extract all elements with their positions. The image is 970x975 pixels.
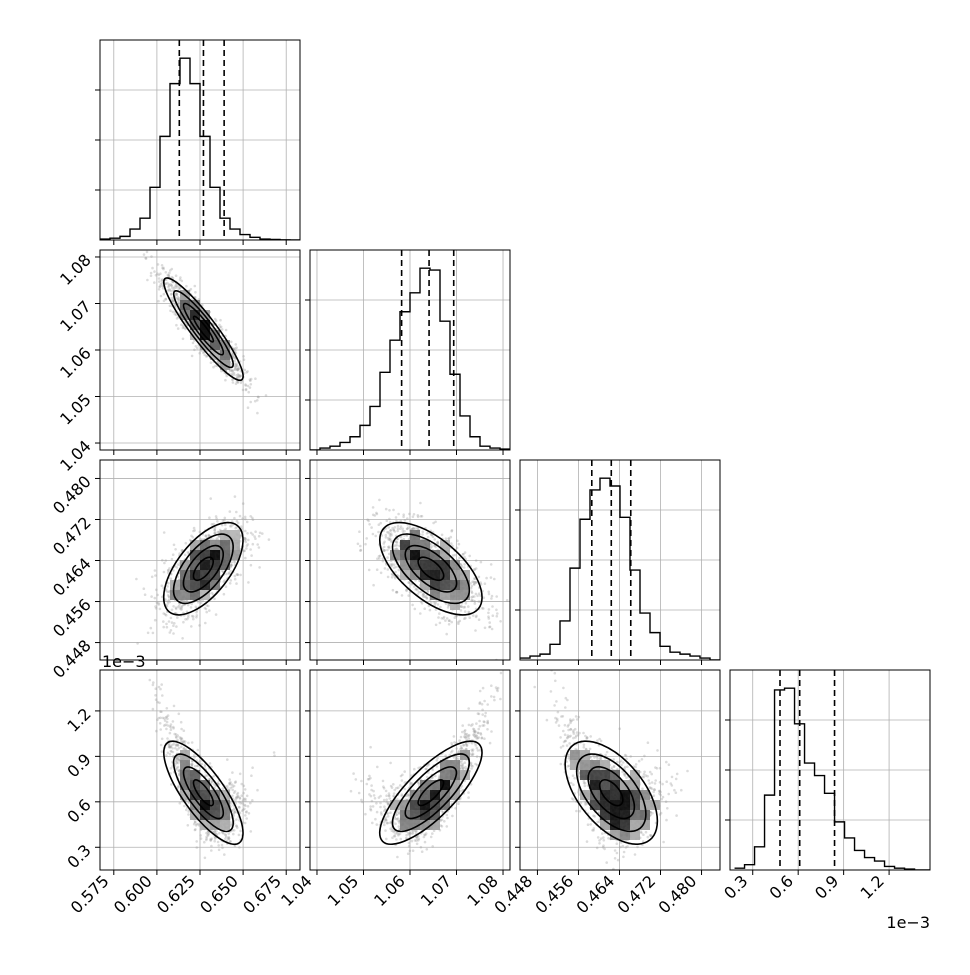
hist-panel-3: 0.3 0.6 0.9 1.2 — [720, 670, 934, 903]
panel-3-2-xtick-label-2: 0.464 — [572, 871, 618, 917]
histogram-2 — [520, 478, 720, 660]
hist-panel-1-plot-area — [310, 250, 510, 450]
panel-2-0-ytick-label-4: 0.480 — [49, 472, 95, 518]
scatter-panel-3-0-plot-area — [100, 637, 300, 871]
scatter-panel-1-0: 1.04 1.05 1.06 1.07 1.08 — [56, 234, 300, 475]
hist-panel-0-plot-area — [100, 40, 300, 240]
panel-1-0-ytick-label-1: 1.05 — [56, 390, 95, 429]
panel-3-0-xtick-label-2: 0.625 — [153, 871, 199, 917]
panel-1-0-ytick-label-3: 1.07 — [56, 297, 95, 336]
contour-1-0-3 — [155, 271, 252, 387]
panel-3-0-ytick-label-0: 0.3 — [63, 841, 94, 872]
hist-3-xtick-label-3: 1.2 — [856, 871, 887, 902]
panel-3-1-xtick-label-3: 1.07 — [417, 871, 456, 910]
scatter-panel-3-1-plot-area — [310, 616, 517, 871]
panel-3-1-xtick-label-1: 1.05 — [324, 871, 363, 910]
panel-2-0-ytick-label-2: 0.464 — [49, 554, 95, 600]
x-offset-label: 1e−3 — [886, 913, 930, 932]
contour-3-1-3 — [366, 727, 497, 858]
panel-3-0-xtick-label-3: 0.650 — [196, 871, 242, 917]
scatter-panel-2-1 — [305, 460, 542, 665]
panel-3-1-xtick-label-2: 1.06 — [370, 871, 409, 910]
hist-panel-1 — [305, 250, 510, 455]
panel-3-2-xtick-label-4: 0.480 — [655, 871, 701, 917]
hist-panel-2-plot-area — [520, 460, 720, 660]
panel-1-0-ytick-label-2: 1.06 — [56, 343, 95, 382]
scatter-panel-2-0-plot-area — [100, 460, 300, 660]
scatter-panel-1-0-plot-area — [100, 234, 300, 450]
panel-3-0-xtick-label-0: 0.575 — [67, 871, 113, 917]
hist-panel-0 — [95, 40, 300, 245]
panel-3-0-xtick-label-1: 0.600 — [110, 871, 156, 917]
panel-3-1-xtick-label-0: 1.04 — [277, 871, 316, 910]
panel-2-0-ytick-label-1: 0.456 — [49, 595, 95, 641]
hist-panel-3-plot-area — [730, 670, 935, 870]
panel-1-0-ytick-label-0: 1.04 — [56, 436, 95, 475]
scatter-panel-2-1-plot-area — [310, 460, 542, 661]
hist-3-xtick-label-2: 0.9 — [811, 871, 842, 902]
hist-panel-2 — [515, 460, 720, 665]
panel-2-0-ytick-label-0: 0.448 — [49, 636, 95, 682]
panel-2-0-ytick-label-3: 0.472 — [49, 513, 95, 559]
panel-1-0-ytick-label-4: 1.08 — [56, 250, 95, 289]
panel-3-2-xtick-label-1: 0.456 — [531, 871, 577, 917]
hist-3-xtick-label-1: 0.6 — [766, 871, 797, 902]
y-offset-label: 1e−3 — [102, 652, 146, 671]
panel-3-0-ytick-label-1: 0.6 — [63, 795, 94, 826]
contour-3-0-3 — [151, 731, 256, 855]
panel-3-0-ytick-label-3: 1.2 — [63, 704, 94, 735]
panel-3-2-xtick-label-3: 0.472 — [614, 871, 660, 917]
panel-3-2-xtick-label-0: 0.448 — [490, 871, 536, 917]
hist-3-xtick-label-0: 0.3 — [720, 871, 751, 902]
panel-3-0-ytick-label-2: 0.9 — [63, 750, 94, 781]
